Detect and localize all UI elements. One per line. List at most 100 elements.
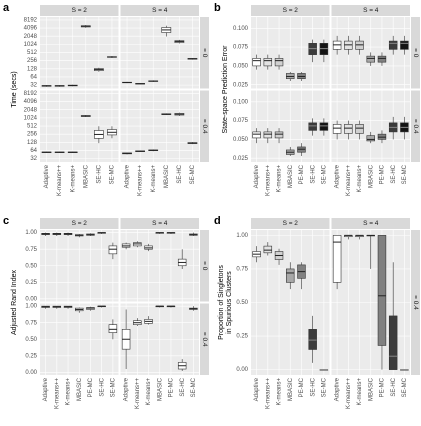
facet-label: S = 4 — [152, 7, 168, 14]
facet-label: S = 4 — [363, 7, 379, 14]
y-tick-label: 0.050 — [233, 63, 249, 69]
x-tick-label: PE-MC — [299, 164, 305, 184]
facet-label: S = 2 — [283, 220, 299, 227]
x-tick-label: SE-MC — [191, 377, 197, 397]
x-tick-label: K-means++ — [346, 165, 352, 197]
y-tick-label: 128 — [27, 140, 38, 146]
y-tick-label: 1.00 — [25, 304, 37, 310]
x-tick-label: SE-HC — [177, 164, 183, 183]
facet-label: S = 4 — [363, 220, 379, 227]
y-tick-label: 0.50 — [25, 263, 37, 269]
x-tick-label: Adaptive — [43, 377, 49, 401]
y-tick-label: 512 — [27, 124, 38, 130]
y-tick-label: 0.100 — [233, 26, 249, 32]
y-tick-label: 512 — [27, 50, 38, 56]
box — [252, 131, 261, 139]
strip — [200, 17, 209, 89]
x-tick-label: SE-MC — [110, 164, 116, 184]
facet-label: = 0.4 — [412, 119, 419, 134]
x-tick-label: MBASIC — [368, 377, 374, 401]
facet-label: S = 2 — [283, 7, 299, 14]
box — [332, 235, 342, 283]
x-tick-label: PE-MC — [380, 377, 386, 397]
strip — [120, 218, 199, 229]
x-tick-label: SE-MC — [402, 377, 408, 397]
y-tick-label: 128 — [27, 66, 38, 72]
y-tick-label: 64 — [30, 75, 37, 81]
strip — [40, 5, 119, 16]
panel-label: c — [3, 215, 9, 227]
strip — [120, 5, 199, 16]
y-axis-label: State-space Prediction Error — [222, 45, 229, 134]
x-tick-label: K-means++ — [135, 378, 141, 410]
y-tick-label: 0.50 — [236, 300, 248, 306]
x-tick-label: SE-HC — [310, 164, 316, 183]
strip — [200, 230, 209, 302]
x-tick-label: K-means+ — [357, 165, 363, 193]
y-tick-label: 0.50 — [25, 337, 37, 343]
panel-label: d — [214, 215, 221, 227]
strip — [411, 17, 420, 89]
y-tick-label: 2048 — [24, 34, 38, 40]
box — [263, 131, 273, 139]
y-tick-label: 32 — [30, 83, 37, 89]
strip — [40, 218, 119, 229]
y-tick-label: 8192 — [24, 91, 38, 97]
facet-label: S = 2 — [72, 7, 88, 14]
strip — [411, 90, 420, 162]
y-tick-label: 0.75 — [25, 247, 37, 253]
x-tick-label: SE-HC — [310, 377, 316, 396]
y-tick-label: 0.25 — [25, 280, 37, 286]
x-tick-label: MBASIC — [157, 377, 163, 401]
x-tick-label: K-means+ — [277, 378, 283, 406]
x-tick-label: SE-MC — [321, 377, 327, 397]
x-tick-label: MBASIC — [288, 164, 294, 188]
x-tick-label: SE-MC — [402, 164, 408, 184]
y-axis-label: in Spurious Clusters — [226, 271, 233, 334]
y-tick-label: 0.75 — [25, 320, 37, 326]
x-tick-label: K-means++ — [138, 165, 144, 197]
x-tick-label: PE-MC — [380, 164, 386, 184]
y-tick-label: 0.050 — [233, 137, 249, 143]
y-tick-label: 256 — [27, 132, 38, 138]
facet-label: = 0 — [201, 48, 208, 58]
x-tick-label: K-means+ — [357, 378, 363, 406]
y-tick-label: 0.00 — [25, 370, 37, 376]
x-tick-label: SE-MC — [321, 164, 327, 184]
facet-label: = 0.4 — [201, 119, 208, 134]
y-tick-label: 0.075 — [233, 45, 249, 51]
box — [344, 124, 353, 134]
y-tick-label: 64 — [30, 148, 37, 154]
x-tick-label: SE-MC — [190, 164, 196, 184]
y-tick-label: 1.00 — [236, 233, 248, 239]
x-tick-label: PE-MC — [169, 377, 175, 397]
x-tick-label: K-means++ — [54, 378, 60, 410]
y-tick-label: 2048 — [24, 107, 38, 113]
x-tick-label: Adaptive — [124, 377, 130, 401]
y-tick-label: 0.25 — [236, 334, 248, 340]
box — [388, 40, 398, 50]
x-tick-label: SE-HC — [96, 164, 102, 183]
facet-label: S = 4 — [152, 220, 168, 227]
strip — [200, 90, 209, 162]
strip — [331, 218, 410, 229]
panel-label: b — [214, 2, 221, 14]
box — [400, 40, 409, 50]
x-tick-label: Adaptive — [125, 164, 131, 188]
x-tick-label: MBASIC — [164, 164, 170, 188]
x-tick-label: K-means+ — [70, 165, 76, 193]
x-tick-label: K-means++ — [265, 378, 271, 410]
y-tick-label: 32 — [30, 156, 37, 162]
x-tick-label: K-means+ — [66, 378, 72, 406]
y-tick-label: 0.00 — [25, 296, 37, 302]
x-tick-label: Adaptive — [254, 377, 260, 401]
y-tick-label: 0.100 — [233, 99, 249, 105]
box — [263, 245, 273, 254]
strip — [200, 303, 209, 375]
x-tick-label: SE-MC — [110, 377, 116, 397]
y-tick-label: 0.75 — [236, 267, 248, 273]
x-tick-label: Adaptive — [44, 164, 50, 188]
y-axis-label: Adjusted Rand Index — [11, 270, 18, 335]
box — [377, 235, 387, 346]
